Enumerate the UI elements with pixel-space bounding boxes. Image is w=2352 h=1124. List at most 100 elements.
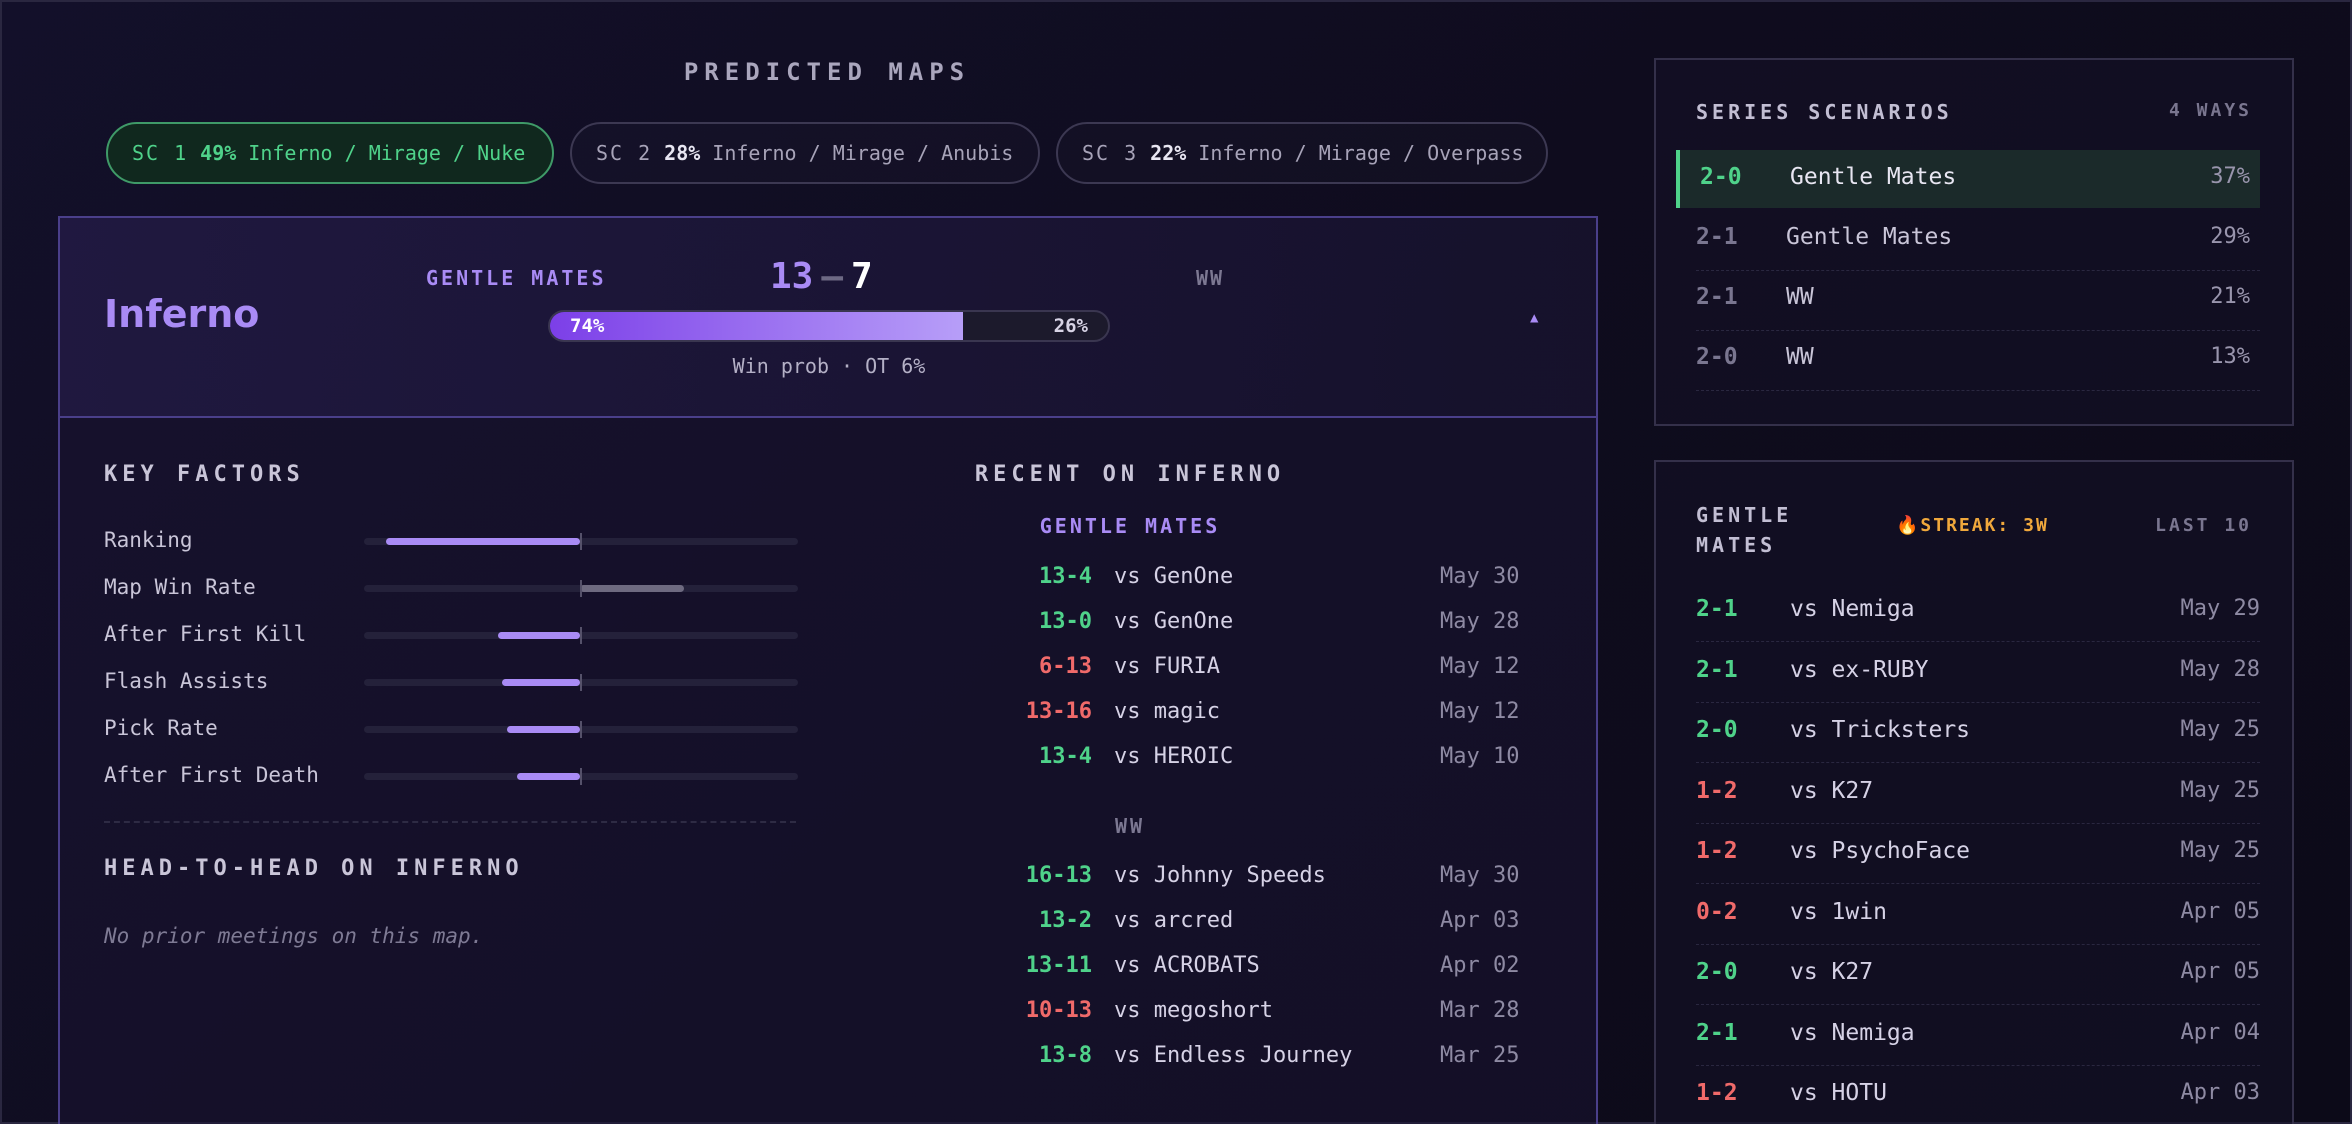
factor-center-line [580,768,582,785]
recent-match-date: Mar 25 [1440,1043,1520,1068]
series-scenario-pct: 13% [2210,344,2250,369]
recent-match-row: 13-4 vs HEROIC May 10 [956,740,1536,780]
form-match-result: 2-0 [1696,717,1738,743]
map-score: 13–7 [770,256,873,297]
recent-match-row: 13-8 vs Endless Journey Mar 25 [956,1039,1536,1079]
factor-center-line [580,533,582,550]
row-divider [1696,270,2260,271]
scenario-chip-maps: Inferno / Mirage / Nuke [248,141,526,165]
team-form-title-line2: MATES [1696,533,1777,557]
form-match-row: 2-1 vs ex-RUBY May 28 [1696,643,2260,703]
collapse-chevron-icon[interactable]: ▲ [1530,310,1539,326]
recent-match-opponent: vs GenOne [1114,609,1234,634]
form-match-opponent: vs Tricksters [1790,717,1971,743]
win-prob-caption: Win prob · OT 6% [732,354,926,378]
recent-match-opponent: vs FURIA [1114,654,1220,679]
series-scenario-score: 2-0 [1696,344,1738,370]
score-team-b: 7 [851,256,873,297]
form-match-date: May 29 [2180,596,2260,621]
factor-track [364,674,798,691]
win-probability-fill [550,312,963,340]
series-scenario-row: 2-1 Gentle Mates 29% [1676,210,2260,268]
row-divider [1696,943,2260,945]
factor-fill [517,773,580,780]
map-card-header[interactable]: Inferno GENTLE MATES 13–7 WW 74% 26% Win… [60,218,1596,418]
recent-match-date: May 10 [1440,744,1520,769]
form-match-opponent: vs Nemiga [1790,596,1915,622]
map-card: Inferno GENTLE MATES 13–7 WW 74% 26% Win… [58,216,1598,1124]
recent-match-opponent: vs arcred [1114,908,1234,933]
map-name: Inferno [104,292,260,336]
team-form-title-line1: GENTLE [1696,503,1793,527]
factor-label: After First Death [104,763,319,787]
scenario-chip-3[interactable]: SC 3 22% Inferno / Mirage / Overpass [1056,122,1548,184]
head-to-head-title: HEAD-TO-HEAD ON INFERNO [104,856,524,881]
factor-fill [580,585,684,592]
series-scenario-pct: 37% [2210,164,2250,189]
factor-center-line [580,674,582,691]
team-a-label: GENTLE MATES [426,266,607,290]
factor-track [364,533,798,550]
scenario-chip-id: SC 3 [1082,141,1139,165]
scenario-chip-maps: Inferno / Mirage / Anubis [712,141,1014,165]
form-match-date: May 25 [2180,777,2260,803]
recent-match-date: Mar 28 [1440,998,1520,1023]
form-match-result: 1-2 [1696,1080,1738,1106]
recent-match-row: 13-2 vs arcred Apr 03 [956,904,1536,944]
form-match-date: Apr 05 [2180,898,2260,924]
recent-match-date: Apr 02 [1440,953,1520,978]
recent-match-row: 13-11 vs ACROBATS Apr 02 [956,949,1536,989]
form-match-date: May 25 [2180,717,2260,742]
recent-match-result: 13-0 [1039,609,1092,634]
recent-match-date: Apr 03 [1440,908,1520,933]
recent-match-date: May 30 [1440,564,1520,589]
recent-match-opponent: vs Johnny Speeds [1114,863,1326,888]
form-match-row: 1-2 vs HOTU Apr 03 [1696,1066,2260,1124]
form-match-row: 2-0 vs Tricksters May 25 [1696,703,2260,763]
form-match-row: 2-1 vs Nemiga Apr 04 [1696,1006,2260,1066]
series-scenarios-title: SERIES SCENARIOS [1696,100,1953,124]
series-scenario-row: 2-1 WW 21% [1676,270,2260,328]
head-to-head-empty: No prior meetings on this map. [104,924,484,948]
recent-match-opponent: vs Endless Journey [1114,1043,1353,1068]
series-scenarios-meta: 4 WAYS [2168,100,2252,121]
recent-match-opponent: vs ACROBATS [1114,953,1260,978]
factor-center-line [580,580,582,597]
form-match-opponent: vs 1win [1790,898,1887,925]
recent-team-b-name: WW [1114,814,1146,838]
recent-match-result: 13-4 [1039,564,1092,589]
recent-match-date: May 12 [1440,699,1520,724]
recent-match-date: May 28 [1440,609,1520,634]
factor-fill [506,726,580,733]
row-divider [1696,822,2260,824]
series-scenario-team: WW [1786,344,1814,370]
recent-match-opponent: vs GenOne [1114,564,1234,589]
recent-match-row: 13-4 vs GenOne May 30 [956,560,1536,600]
recent-match-date: May 12 [1440,654,1520,679]
recent-match-result: 13-2 [1039,908,1092,933]
form-match-opponent: vs K27 [1790,959,1874,985]
recent-match-result: 16-13 [1025,863,1092,888]
series-scenario-row: 2-0 WW 13% [1676,330,2260,388]
scenario-chip-pct: 22% [1150,141,1187,165]
streak-badge: 🔥STREAK: 3W [1896,515,2049,536]
series-scenario-team: WW [1786,284,1814,310]
form-match-result: 0-2 [1696,898,1738,925]
scenario-chip-2[interactable]: SC 2 28% Inferno / Mirage / Anubis [570,122,1040,184]
factor-row: Ranking [104,524,804,564]
form-match-opponent: vs HOTU [1790,1080,1887,1106]
recent-match-row: 13-0 vs GenOne May 28 [956,605,1536,645]
score-separator: – [821,256,844,297]
form-match-opponent: vs PsychoFace [1790,838,1971,864]
factor-label: Flash Assists [104,669,269,693]
row-divider [1696,1004,2260,1005]
form-match-opponent: vs Nemiga [1790,1019,1915,1046]
scenario-chip-1[interactable]: SC 1 49% Inferno / Mirage / Nuke [106,122,554,184]
factor-row: Flash Assists [104,665,804,705]
form-match-date: May 25 [2180,838,2260,863]
factor-row: After First Death [104,759,804,799]
row-divider [1696,641,2260,642]
row-divider [1696,330,2260,331]
recent-match-result: 13-11 [1025,953,1092,978]
factor-fill [502,679,580,686]
